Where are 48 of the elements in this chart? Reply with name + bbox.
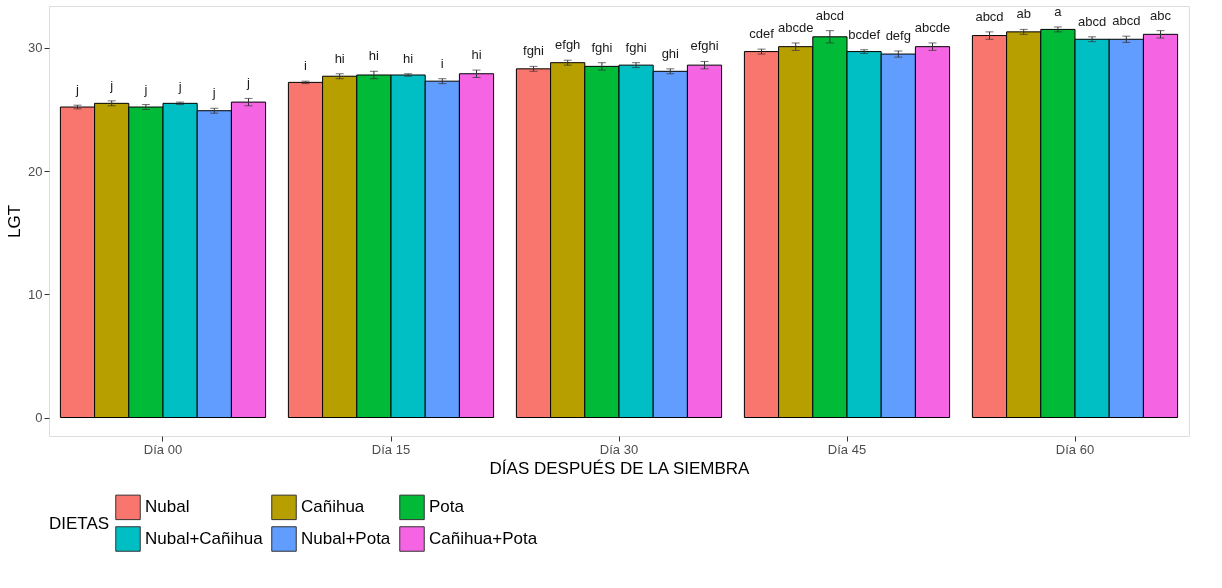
y-tick-label: 0 (35, 410, 43, 426)
y-tick-label: 30 (28, 40, 43, 56)
data-label: abcd (1112, 13, 1141, 29)
data-label: fghi (625, 39, 647, 55)
data-label: j (75, 82, 80, 98)
data-label: efgh (555, 37, 581, 53)
x-tick-label: Día 45 (827, 441, 867, 457)
legend-label: Nubal+Cañihua (145, 529, 264, 548)
data-label: hi (334, 50, 345, 66)
x-tick-label: Día 15 (371, 441, 411, 457)
data-label: abc (1150, 7, 1172, 23)
data-label: abcd (1078, 13, 1107, 29)
data-label: i (304, 58, 308, 74)
x-axis-title: DÍAS DESPUÉS DE LA SIEMBRA (489, 458, 751, 478)
legend-label: Pota (429, 497, 465, 517)
data-label: abcde (914, 19, 951, 35)
data-label: hi (368, 48, 380, 64)
legend-label: Nubal+Pota (301, 529, 391, 548)
data-label: fghi (523, 43, 545, 59)
legend-label: Cañihua (301, 497, 365, 517)
y-tick-label: 20 (28, 163, 43, 179)
x-tick-label: Día 00 (143, 441, 183, 457)
y-tick-label: 10 (28, 286, 43, 302)
data-label: j (109, 77, 114, 93)
legend-label: Nubal (145, 497, 190, 517)
legend-title: DIETAS (49, 514, 110, 533)
data-label: abcde (777, 19, 814, 35)
data-label: fghi (591, 39, 613, 55)
data-label: ab (1016, 6, 1031, 22)
data-label: i (440, 55, 444, 71)
data-label: abcd (815, 7, 844, 23)
legend-label: Cañihua+Pota (429, 529, 538, 548)
data-label: j (246, 75, 251, 91)
data-label: ghi (661, 45, 680, 61)
data-label: j (211, 85, 216, 101)
data-label: bcdef (848, 26, 881, 42)
data-label: a (1054, 3, 1063, 19)
y-axis-title: LGT (5, 204, 25, 239)
data-label: abcd (975, 8, 1004, 24)
data-label: hi (403, 50, 414, 66)
x-tick-label: Día 30 (599, 441, 639, 457)
data-label: defg (885, 27, 911, 43)
x-tick-label: Día 60 (1055, 441, 1095, 457)
data-label: j (177, 79, 182, 95)
data-label: efghi (690, 38, 719, 54)
data-label: hi (471, 47, 482, 63)
data-label: j (143, 81, 148, 97)
data-label: cdef (749, 26, 775, 42)
